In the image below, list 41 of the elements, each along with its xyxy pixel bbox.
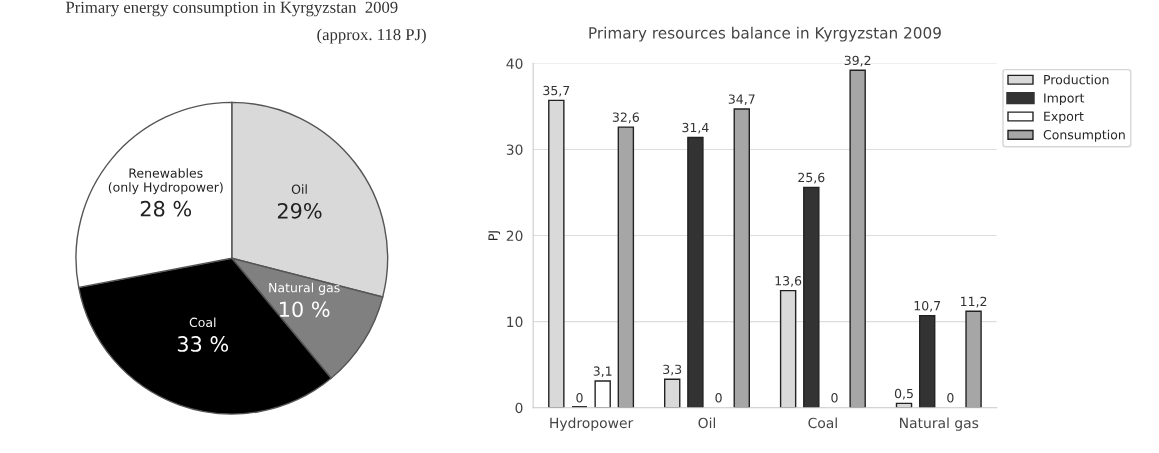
- slice-label: Coal: [189, 317, 216, 328]
- data-label: 31,4: [682, 122, 709, 134]
- data-label: 10 %: [279, 301, 330, 318]
- y-tick-label: 0: [515, 402, 523, 414]
- chart-title: Primary resources balance in Kyrgyzstan 2009: [589, 26, 941, 42]
- slice-label: Renewables (only Hydropower): [108, 168, 223, 195]
- data-label: 10,7: [914, 300, 941, 312]
- legend-label: Import: [1044, 93, 1085, 106]
- x-tick-label: Oil: [698, 417, 716, 429]
- chart-subtitle: (approx. 118 PJ): [317, 28, 426, 44]
- x-tick-label: Coal: [808, 417, 837, 429]
- y-tick-label: 30: [506, 144, 523, 155]
- legend-label: Consumption: [1043, 129, 1125, 142]
- chart-title: Primary energy consumption in Kyrgyzstan 2009: [65, 1, 398, 17]
- y-tick-label: 10: [507, 316, 523, 328]
- data-label: 11,2: [961, 296, 987, 308]
- data-label: 3,3: [663, 364, 682, 376]
- y-tick-label: 20: [506, 230, 523, 242]
- data-label: 13,6: [775, 275, 802, 287]
- x-tick-label: Natural gas: [900, 417, 979, 431]
- data-label: 25,6: [798, 172, 825, 184]
- data-label: 0,5: [894, 388, 913, 400]
- slice-label: Natural gas: [269, 282, 340, 295]
- legend-label: Export: [1044, 111, 1084, 124]
- slice-label: Oil: [291, 184, 307, 194]
- x-tick-label: Hydropower: [550, 417, 634, 431]
- y-axis-title: PJ: [488, 231, 501, 240]
- data-label: 34,7: [728, 94, 755, 106]
- data-label: 33 %: [177, 336, 229, 352]
- data-label: 29%: [277, 202, 322, 219]
- data-label: 0: [715, 393, 722, 403]
- data-label: 0: [576, 393, 583, 403]
- legend-label: Production: [1044, 74, 1109, 85]
- data-label: 32,6: [612, 112, 639, 124]
- y-tick-label: 40: [506, 58, 523, 69]
- data-label: 35,7: [543, 85, 570, 97]
- data-label: 0: [947, 393, 954, 403]
- data-label: 28 %: [140, 200, 192, 217]
- data-label: 0: [831, 393, 838, 403]
- data-label: 3,1: [593, 366, 612, 378]
- data-label: 39,2: [844, 55, 871, 67]
